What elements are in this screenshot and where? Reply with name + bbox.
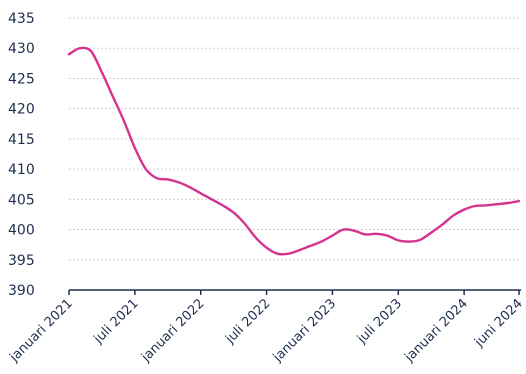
y-tick-label-390: 390 [8, 283, 35, 299]
gridlines [69, 17, 521, 261]
x-tick-label-5: juli 2023 [354, 296, 405, 347]
x-tick-label-3: juli 2022 [222, 296, 273, 347]
y-tick-label-410: 410 [8, 162, 35, 178]
y-tick-label-435: 435 [8, 11, 35, 27]
y-axis-tick-labels: 390 395 400 405 410 415 420 425 430 435 [8, 11, 35, 299]
y-tick-label-425: 425 [8, 71, 35, 87]
y-tick-label-395: 395 [8, 253, 35, 269]
series-layer [67, 46, 521, 256]
x-tick-label-0: januari 2021 [6, 296, 75, 365]
y-tick-label-430: 430 [8, 41, 35, 57]
x-tick-label-2: januari 2022 [138, 296, 207, 365]
y-tick-label-400: 400 [8, 223, 35, 239]
series-line-0 [67, 46, 521, 256]
x-tick-label-1: juli 2021 [91, 296, 142, 347]
y-tick-label-405: 405 [8, 192, 35, 208]
y-tick-label-420: 420 [8, 102, 35, 118]
x-tick-label-4: januari 2023 [270, 296, 339, 365]
y-tick-label-415: 415 [8, 132, 35, 148]
x-tick-label-6: januari 2024 [402, 296, 471, 365]
x-tick-label-7: juni 2024 [471, 296, 525, 350]
